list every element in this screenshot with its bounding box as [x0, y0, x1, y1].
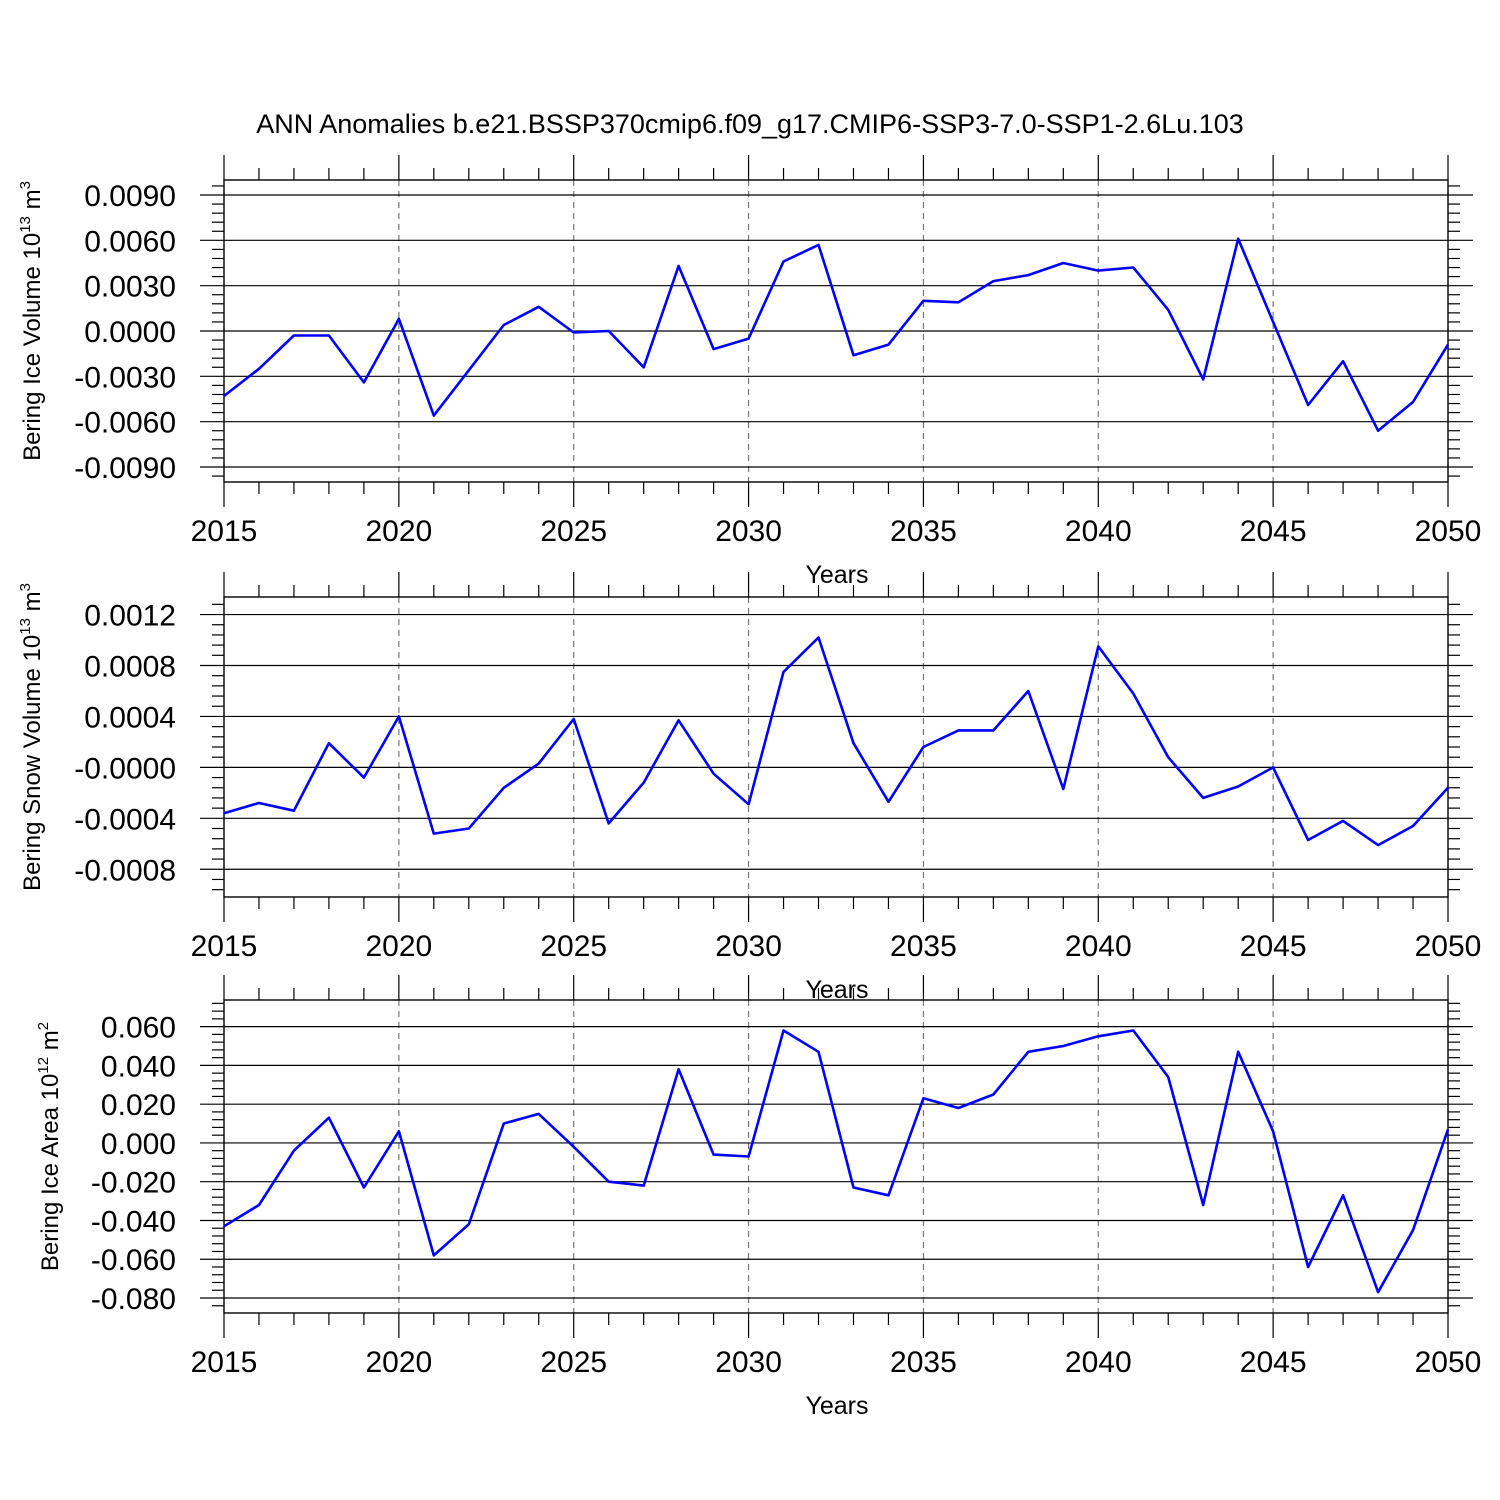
- plot-frame: [223, 179, 1449, 483]
- y-tick-label: -0.0000: [74, 752, 176, 785]
- chart-panel-2: -0.0008 -0.0004 -0.0000 0.0004 0.0008 0.0012 2…: [17, 572, 1481, 1004]
- x-tick-label: 2020: [365, 1346, 432, 1379]
- x-tick-label: 2025: [540, 1346, 607, 1379]
- y-tick-label: 0.0000: [84, 316, 176, 349]
- y-tick-label: 0.060: [101, 1012, 176, 1045]
- panels: -0.0090 -0.0060 -0.0030 0.0000 0.0030 0.0060 0…: [17, 155, 1481, 1420]
- y-tick-label: -0.060: [91, 1244, 176, 1277]
- y-tick-label: 0.0012: [84, 600, 176, 633]
- x-tick-label: 2045: [1240, 515, 1307, 548]
- y-tick-label: 0.000: [101, 1128, 176, 1161]
- plot-frame: [223, 999, 1449, 1314]
- y-tick-label: -0.0090: [74, 452, 176, 485]
- chart-panel-3: -0.080 -0.060 -0.040 -0.020 0.000 0.020 0.040 0…: [35, 975, 1481, 1420]
- x-tick-label: 2050: [1415, 1346, 1482, 1379]
- x-tick-label: 2045: [1240, 930, 1307, 963]
- y-tick-label: 0.0060: [84, 225, 176, 258]
- series-line: [223, 237, 1450, 433]
- chart-panel-1: -0.0090 -0.0060 -0.0030 0.0000 0.0030 0.0060 0…: [17, 155, 1481, 589]
- x-tick-label: 2030: [715, 1346, 782, 1379]
- y-tick-label: 0.0004: [84, 701, 176, 734]
- x-tick-label: 2020: [365, 930, 432, 963]
- x-tick-label: 2040: [1065, 515, 1132, 548]
- y-axis-label: Bering Ice Area 1012 m2: [35, 1022, 64, 1271]
- x-axis-label: Years: [805, 561, 868, 589]
- y-tick-label: 0.020: [101, 1089, 176, 1122]
- y-tick-label: 0.0008: [84, 650, 176, 683]
- x-tick-label: 2045: [1240, 1346, 1307, 1379]
- x-tick-label: 2035: [890, 515, 957, 548]
- x-tick-label: 2015: [191, 515, 258, 548]
- x-tick-label: 2050: [1415, 930, 1482, 963]
- y-tick-label: -0.0004: [74, 803, 176, 836]
- x-tick-label: 2050: [1415, 515, 1482, 548]
- x-tick-label: 2030: [715, 930, 782, 963]
- plot-frame: [223, 596, 1449, 898]
- y-tick-label: 0.0090: [84, 180, 176, 213]
- x-tick-label: 2040: [1065, 930, 1132, 963]
- y-tick-label: -0.020: [91, 1167, 176, 1200]
- x-tick-label: 2035: [890, 930, 957, 963]
- series-line: [223, 1029, 1450, 1294]
- y-tick-label: -0.0008: [74, 854, 176, 887]
- y-tick-label: 0.040: [101, 1050, 176, 1083]
- x-tick-label: 2025: [540, 930, 607, 963]
- x-tick-label: 2015: [191, 1346, 258, 1379]
- y-tick-label: -0.0060: [74, 407, 176, 440]
- y-tick-label: 0.0030: [84, 271, 176, 304]
- y-axis-label: Bering Ice Volume 1013 m3: [17, 181, 46, 461]
- y-tick-label: -0.040: [91, 1205, 176, 1238]
- x-tick-label: 2015: [191, 930, 258, 963]
- y-axis-label: Bering Snow Volume 1013 m3: [17, 583, 46, 891]
- y-tick-label: -0.0030: [74, 361, 176, 394]
- x-tick-label: 2040: [1065, 1346, 1132, 1379]
- x-tick-label: 2020: [365, 515, 432, 548]
- figure-title: ANN Anomalies b.e21.BSSP370cmip6.f09_g17…: [256, 109, 1244, 139]
- x-tick-label: 2025: [540, 515, 607, 548]
- x-tick-label: 2030: [715, 515, 782, 548]
- y-tick-label: -0.080: [91, 1283, 176, 1316]
- x-tick-label: 2035: [890, 1346, 957, 1379]
- series-line: [223, 636, 1449, 847]
- x-axis-label: Years: [805, 1392, 868, 1420]
